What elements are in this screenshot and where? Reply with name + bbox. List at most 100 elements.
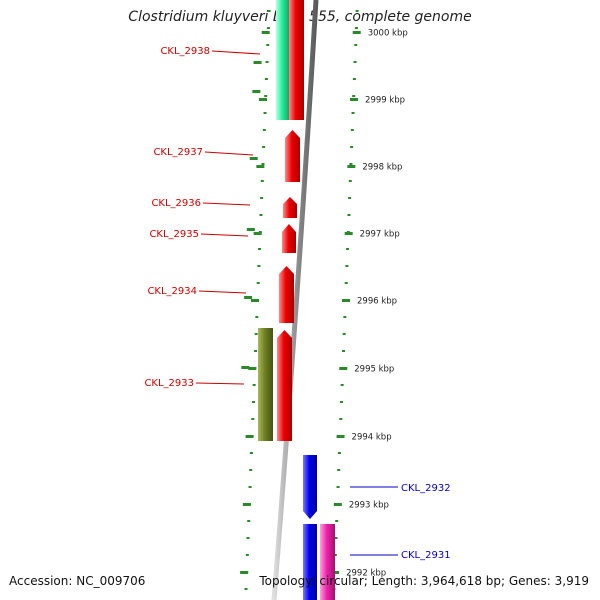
cds-feature-bar[interactable]	[258, 328, 273, 441]
scale-tick	[349, 163, 353, 165]
gene-arrow-forward[interactable]	[303, 524, 317, 600]
scale-tick	[339, 401, 343, 403]
gene-label-leader	[202, 202, 251, 206]
inner-ring-tick	[245, 554, 249, 556]
scale-major-tick	[344, 232, 353, 235]
gene-label[interactable]: CKL_2933	[144, 378, 194, 389]
scale-tick	[350, 146, 354, 148]
accession-label: Accession: NC_009706	[9, 574, 146, 588]
scale-tick	[334, 537, 338, 539]
scale-tick	[352, 95, 356, 97]
scale-tick	[355, 10, 359, 12]
gene-label-leader	[195, 382, 245, 385]
inner-ring-tick	[266, 27, 270, 29]
gene-arrow-reverse[interactable]	[282, 224, 296, 253]
scale-major-tick	[352, 31, 361, 34]
scale-label: 2995 kbp	[354, 365, 394, 375]
inner-ring-major-tick	[242, 503, 251, 506]
inner-ring-tick	[262, 129, 266, 131]
gene-arrow-reverse[interactable]	[285, 130, 300, 182]
scale-tick	[337, 469, 341, 471]
scale-major-tick	[331, 571, 340, 574]
scale-tick	[340, 384, 344, 386]
inner-ring-tick	[255, 316, 259, 318]
scale-tick	[342, 350, 345, 352]
scale-tick	[335, 520, 339, 522]
gene-label[interactable]: CKL_2938	[160, 46, 210, 57]
scale-label: 2998 kbp	[362, 163, 402, 173]
scale-label: 2992 kbp	[346, 569, 386, 579]
inner-ring-tick	[246, 537, 250, 539]
scale-major-tick	[347, 165, 356, 168]
inner-ring-tick	[260, 197, 264, 199]
inner-ring-tick	[259, 214, 263, 216]
inner-ring-major-tick	[245, 435, 254, 438]
gene-label[interactable]: CKL_2932	[401, 483, 451, 494]
inner-ring-major-tick	[259, 98, 268, 101]
scale-label: 2996 kbp	[357, 297, 397, 307]
scale-label: 3000 kbp	[368, 29, 408, 39]
scale-tick	[346, 248, 350, 250]
scale-tick	[353, 61, 357, 63]
gene-label[interactable]: CKL_2934	[147, 286, 197, 297]
gene-label[interactable]: CKL_2935	[149, 229, 199, 240]
scale-tick	[336, 486, 340, 488]
inner-ring-major-tick	[261, 31, 270, 34]
scale-label: 2999 kbp	[365, 96, 405, 106]
scale-tick	[351, 112, 355, 114]
cds-feature-bar[interactable]	[276, 0, 290, 120]
inner-ring-major-tick	[248, 367, 257, 370]
scale-major-tick	[336, 435, 345, 438]
scale-tick	[343, 316, 347, 318]
scale-tick	[348, 180, 352, 182]
inner-ring-major-tick	[251, 299, 259, 302]
scale-major-tick	[342, 299, 350, 302]
scale-tick	[337, 452, 341, 454]
inner-ring-tick	[266, 44, 270, 46]
scale-tick	[354, 44, 358, 46]
scale-major-tick	[339, 367, 348, 370]
scale-label: 2997 kbp	[360, 230, 400, 240]
scale-tick	[350, 129, 354, 131]
inner-ring-tick	[264, 95, 268, 97]
gene-arrow-forward[interactable]	[303, 455, 317, 519]
inner-ring-tick	[249, 452, 253, 454]
inner-ring-tick	[261, 163, 265, 165]
gene-arrow-reverse[interactable]	[279, 266, 294, 323]
inner-ring-major-tick	[244, 296, 253, 299]
scale-tick	[347, 214, 351, 216]
inner-ring-tick	[256, 282, 260, 284]
inner-ring-tick	[265, 61, 269, 63]
scale-tick	[342, 333, 346, 335]
gene-arrow-reverse[interactable]	[277, 330, 292, 441]
inner-ring-tick	[260, 180, 264, 182]
inner-ring-major-tick	[253, 232, 262, 235]
gene-label-leader	[198, 290, 247, 294]
scale-major-tick	[333, 503, 342, 506]
inner-ring-tick	[252, 384, 256, 386]
scale-tick	[345, 265, 349, 267]
scale-tick	[354, 27, 358, 29]
scale-label: 2993 kbp	[349, 501, 389, 511]
gene-arrow-reverse[interactable]	[289, 0, 304, 120]
scale-major-tick	[350, 98, 359, 101]
inner-ring-tick	[244, 588, 248, 590]
inner-ring-tick	[258, 248, 262, 250]
gene-label-leader	[211, 50, 261, 55]
inner-ring-major-tick	[253, 61, 262, 64]
inner-ring-tick	[264, 78, 268, 80]
inner-ring-tick	[267, 10, 271, 12]
scale-tick	[344, 282, 348, 284]
gene-label[interactable]: CKL_2931	[401, 550, 451, 561]
inner-ring-major-tick	[252, 90, 261, 93]
genome-summary: Topology: circular; Length: 3,964,618 bp…	[259, 574, 589, 588]
gene-label[interactable]: CKL_2937	[153, 147, 203, 158]
gene-label-leader	[204, 151, 254, 156]
inner-ring-tick	[247, 520, 251, 522]
gene-arrow-reverse[interactable]	[283, 197, 297, 218]
gene-label[interactable]: CKL_2936	[151, 198, 201, 209]
inner-ring-major-tick	[256, 165, 265, 168]
cds-feature-bar[interactable]	[320, 524, 335, 600]
inner-ring-tick	[263, 112, 267, 114]
